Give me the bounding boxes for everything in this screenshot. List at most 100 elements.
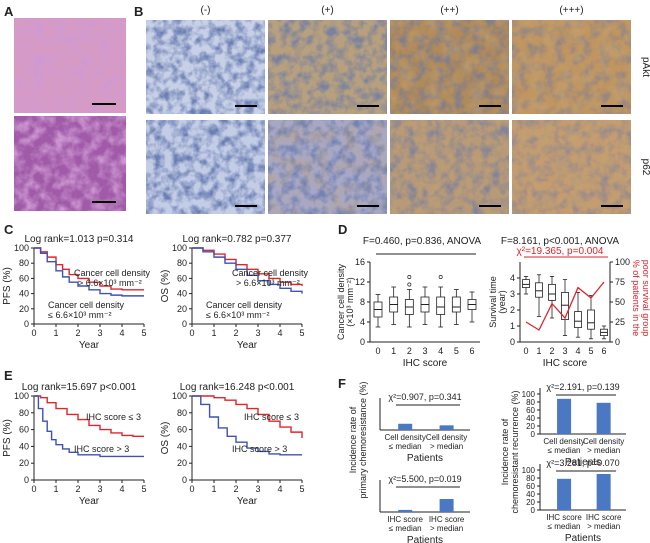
- x-tick-label: 3: [255, 484, 260, 494]
- x-tick-label: 4: [438, 346, 443, 356]
- y-tick-label: 12: [355, 277, 365, 287]
- panel-label-b: B: [134, 4, 143, 19]
- y-tick-label: 100: [14, 243, 29, 253]
- box-mark: [404, 275, 414, 328]
- y-tick-label: 80: [177, 408, 187, 418]
- y-tick-label: 60: [177, 425, 187, 435]
- category-label: Cell density: [543, 437, 584, 446]
- y-tick-label: 0: [24, 319, 29, 329]
- y-tick-label: 100: [172, 391, 187, 401]
- panel-label-d: D: [338, 222, 347, 237]
- panel-label-a: A: [4, 4, 14, 19]
- box-mark: [600, 325, 608, 340]
- y-tick-label: 40: [19, 441, 29, 451]
- column-label: (-): [201, 5, 211, 16]
- stat-label: χ²=5.500, p=0.019: [388, 474, 461, 484]
- y-tick-label: 20: [19, 304, 29, 314]
- outlier-point: [407, 282, 412, 287]
- ihc-image-p62-1: [268, 120, 387, 214]
- km-curve-high: [192, 395, 303, 438]
- x-tick-label: 5: [141, 328, 146, 338]
- box-mark: [522, 275, 530, 295]
- x-axis-label: Patients: [407, 453, 443, 464]
- y-tick-label: 60: [526, 482, 535, 491]
- y-tick-label: 20: [177, 458, 187, 468]
- box-mark: [587, 295, 595, 340]
- y-axis-label-right-sub: chemoresistant recurrence (%): [510, 390, 520, 513]
- curve-label-low: IHC score ≤ 3: [86, 412, 141, 422]
- ihc-image-p62-3: [512, 120, 631, 214]
- category-label: Cell density: [426, 433, 467, 442]
- stat-label: Log rank=1.013 p=0.314: [25, 234, 134, 245]
- box-mark: [548, 275, 556, 319]
- x-tick-label: 5: [454, 346, 459, 356]
- x-tick-label: 5: [141, 484, 146, 494]
- x-tick-label: 4: [119, 484, 124, 494]
- stat-label: Log rank=0.782 p=0.377: [183, 234, 292, 245]
- y-tick-label: 40: [526, 490, 535, 499]
- y-axis-label: OS (%): [160, 422, 171, 455]
- category-label-sub: ≤ median: [548, 446, 581, 455]
- km-curve-high: [34, 395, 144, 438]
- bar-mark: [596, 474, 611, 510]
- curve-label-high: IHC score > 3: [74, 444, 129, 454]
- y-tick-label: 0: [531, 430, 536, 439]
- y-tick-label: 0: [182, 319, 187, 329]
- y-tick-label: 40: [526, 414, 535, 423]
- bar-mark: [557, 398, 572, 434]
- y2-axis-label: % of patients in the: [631, 260, 641, 337]
- km-curve-low: [34, 395, 144, 458]
- column-label: (+): [321, 5, 334, 16]
- y-tick-label: 20: [526, 422, 535, 431]
- bar-mark: [398, 423, 413, 430]
- box-mark: [561, 279, 569, 337]
- stat-label: χ²=2.191, p=0.139: [546, 382, 619, 392]
- stat-label: χ²=0.907, p=0.341: [388, 392, 461, 402]
- y-axis-label: OS (%): [160, 270, 171, 303]
- y-tick-label: 60: [526, 406, 535, 415]
- category-label: IHC score: [586, 513, 622, 522]
- panel-label-e: E: [4, 368, 13, 383]
- y-axis-label-unit: (year): [497, 290, 507, 314]
- ihc-image-pakt-0: [146, 20, 265, 114]
- y-tick-label: 0: [510, 337, 515, 347]
- y-axis-label-left: Incidence rate of: [348, 406, 358, 473]
- category-label-sub: ≤ median: [389, 524, 422, 533]
- x-axis-label: Year: [237, 496, 258, 507]
- x-axis-label: Patients: [565, 533, 601, 543]
- row-label: p62: [640, 159, 650, 176]
- category-label: IHC score: [387, 515, 423, 524]
- y-tick-label: 60: [19, 425, 29, 435]
- y-tick-label: 100: [522, 390, 536, 399]
- x-tick-label: 4: [277, 484, 282, 494]
- y-axis-label: PFS (%): [2, 419, 13, 457]
- ihc-image-pakt-1: [268, 20, 387, 114]
- km-curve-low: [192, 395, 302, 456]
- x-tick-label: 1: [211, 328, 216, 338]
- y-tick-label: 0: [360, 337, 365, 347]
- category-label: IHC score: [429, 515, 465, 524]
- stat-label: Log rank=15.697 p<0.001: [22, 382, 137, 393]
- column-label: (++): [440, 5, 458, 16]
- y-tick-label: 80: [19, 258, 29, 268]
- box-mark: [373, 294, 383, 328]
- x-tick-label: 3: [97, 484, 102, 494]
- curve-label-low: IHC score ≤ 3: [244, 412, 299, 422]
- outlier-point: [438, 275, 443, 279]
- x-tick-label: 5: [299, 328, 304, 338]
- y-tick-label: 3: [510, 289, 515, 299]
- x-tick-label: 6: [601, 346, 606, 356]
- y2-tick-label: 75: [615, 277, 625, 287]
- box-mark: [574, 291, 582, 338]
- x-tick-label: 0: [31, 328, 36, 338]
- bar-mark: [557, 478, 572, 510]
- x-tick-label: 2: [407, 346, 412, 356]
- y-tick-label: 20: [177, 304, 187, 314]
- x-tick-label: 0: [189, 328, 194, 338]
- x-tick-label: 1: [391, 346, 396, 356]
- chi-square-label: χ²=19.365, p=0.004: [517, 246, 604, 257]
- row-label: pAkt: [640, 57, 650, 77]
- curve-label-low: Cancer cell density: [48, 300, 125, 310]
